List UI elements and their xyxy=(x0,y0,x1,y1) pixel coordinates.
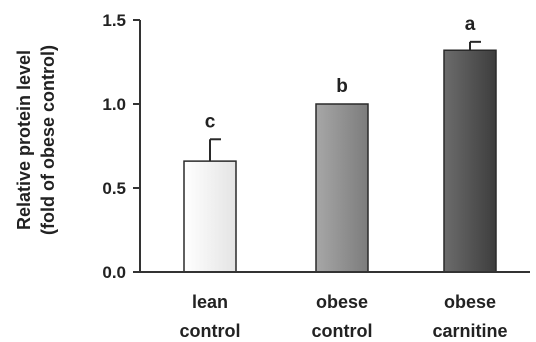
category-label-line-2: control xyxy=(180,321,241,341)
category-label-line-1: obese xyxy=(444,292,496,312)
y-axis-ticks: 0.0 0.5 1.0 1.5 xyxy=(102,11,140,282)
y-axis-label-line-2: (fold of obese control) xyxy=(38,45,58,235)
y-tick-label: 0.0 xyxy=(102,263,126,282)
error-bars xyxy=(209,40,481,162)
category-label-line-2: carnitine xyxy=(432,321,507,341)
category-label-line-2: control xyxy=(312,321,373,341)
y-axis-label: Relative protein level (fold of obese co… xyxy=(14,45,58,235)
bar-1 xyxy=(315,103,369,273)
x-axis-categories: lean control obese control obese carnitine xyxy=(180,292,508,341)
y-tick-label: 1.5 xyxy=(102,11,126,30)
significance-letter-2: a xyxy=(465,14,476,35)
significance-letter-1: b xyxy=(336,76,348,97)
significance-letter-0: c xyxy=(205,111,216,132)
y-tick-label: 1.0 xyxy=(102,95,126,114)
bar-0 xyxy=(183,160,237,273)
category-label-line-1: obese xyxy=(316,292,368,312)
y-axis-label-line-1: Relative protein level xyxy=(14,50,34,230)
category-label-line-1: lean xyxy=(192,292,228,312)
bar-2 xyxy=(443,49,497,273)
y-tick-label: 0.5 xyxy=(102,179,126,198)
significance-letters: c b a xyxy=(205,14,476,132)
